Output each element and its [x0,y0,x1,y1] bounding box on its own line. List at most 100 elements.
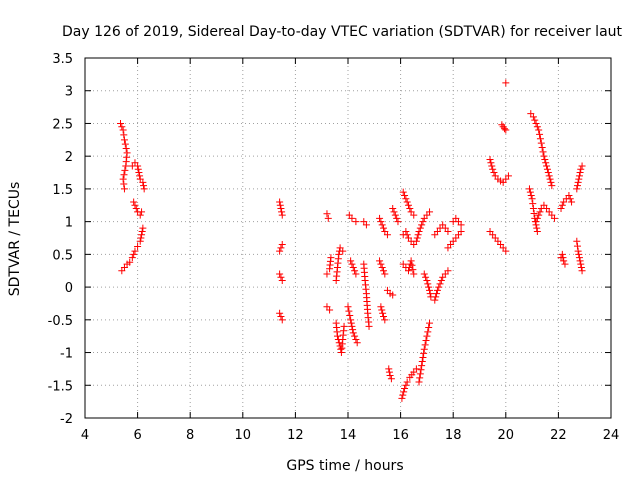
data-point [365,322,373,330]
data-point [424,280,432,288]
data-point [353,339,361,347]
data-point [543,165,551,173]
data-point [416,224,424,232]
data-point [536,208,544,216]
data-point [532,218,540,226]
x-tick-label: 14 [340,428,357,443]
chart-title: Day 126 of 2019, Sidereal Day-to-day VTE… [62,24,623,40]
data-point [426,319,434,327]
data-point [390,208,398,216]
data-point [444,267,452,275]
data-point [575,175,583,183]
data-point [537,139,545,147]
data-point [417,366,425,374]
data-point [377,260,385,268]
data-point [398,394,406,402]
data-point [121,166,129,174]
x-tick-label: 20 [498,428,515,443]
data-point [502,126,510,134]
data-point [399,391,407,399]
data-point [118,123,126,131]
x-tick-label: 6 [133,428,141,443]
data-point [277,273,285,281]
x-tick-label: 4 [81,428,89,443]
data-point [402,381,410,389]
data-point [126,258,134,266]
data-point [323,210,331,218]
x-tick-label: 12 [287,428,304,443]
data-point [376,214,384,222]
data-point [561,260,569,268]
data-point [399,188,407,196]
data-point [120,185,128,193]
data-point [121,140,129,148]
y-tick-label: -1 [60,347,73,362]
data-point [545,172,553,180]
data-point [433,286,441,294]
data-point [457,227,465,235]
data-point [410,270,418,278]
data-point [565,191,573,199]
data-point [134,243,142,251]
data-point [486,155,494,163]
data-point [335,339,343,347]
data-point [421,341,429,349]
data-point [120,180,128,188]
data-point [575,254,583,262]
data-point [389,291,397,299]
data-point [340,322,348,330]
data-point [391,211,399,219]
data-point [416,374,424,382]
data-point [529,113,537,121]
data-point [528,195,536,203]
data-point [404,267,412,275]
data-point [404,201,412,209]
data-point [408,261,416,269]
data-point [415,227,423,235]
data-point [277,205,285,213]
data-point [418,358,426,366]
data-point [347,319,355,327]
data-point [422,337,430,345]
data-point [542,159,550,167]
data-point [136,237,144,245]
data-point [128,254,136,262]
data-point [120,136,128,144]
data-point [385,365,393,373]
data-point [432,293,440,301]
data-point [423,277,431,285]
data-point [139,178,147,186]
data-point [425,283,433,291]
data-point [575,172,583,180]
grid [85,58,611,418]
data-point [120,171,128,179]
data-point [119,175,127,183]
data-point [323,270,331,278]
data-point [504,172,512,180]
data-point [529,205,537,213]
x-tick-label: 18 [445,428,462,443]
data-point [117,119,125,127]
data-point [568,198,576,206]
data-point [385,368,393,376]
data-point [420,345,428,353]
data-point [426,290,434,298]
data-point [577,165,585,173]
y-tick-label: 2 [65,150,73,165]
data-point [558,250,566,258]
data-point [410,211,418,219]
data-point [339,247,347,255]
data-point [134,162,142,170]
data-point [573,185,581,193]
y-tick-label: 0 [65,281,73,296]
data-point [120,131,128,139]
data-point [525,185,533,193]
data-point [138,208,146,216]
data-point [327,254,335,262]
data-point [378,221,386,229]
data-point [402,195,410,203]
data-point [573,242,581,250]
data-point [407,257,415,265]
data-point [139,224,147,232]
data-point [538,143,546,151]
